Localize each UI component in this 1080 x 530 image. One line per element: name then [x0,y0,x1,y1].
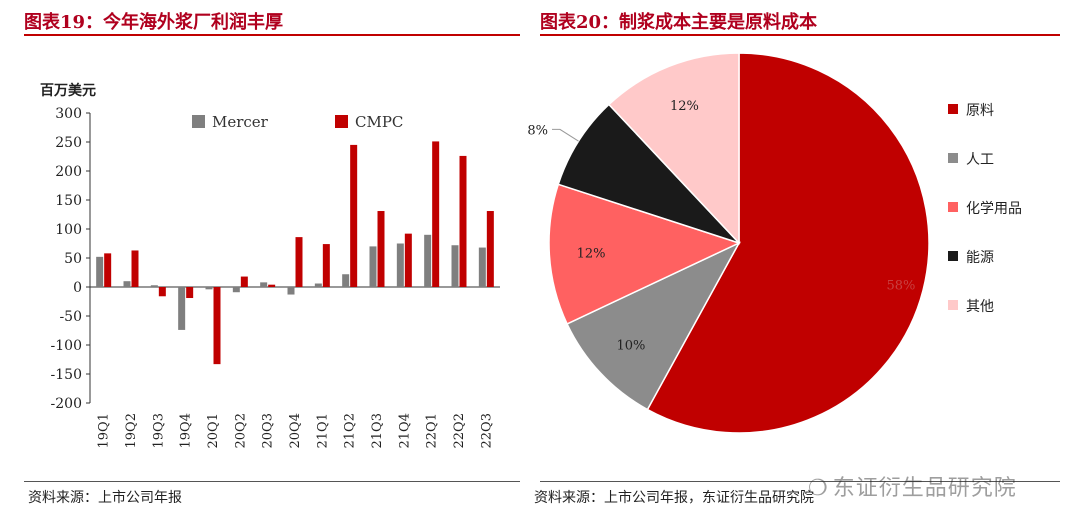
y-tick-label: 250 [55,135,82,151]
pie-legend-label: 人工 [966,152,994,168]
pie-data-label: 10% [617,338,646,353]
bar-cmpc-21Q4 [404,233,412,287]
y-tick-label: 200 [55,164,82,180]
x-tick-label: 20Q1 [206,413,221,448]
right-title-rule [540,34,1060,36]
pie-slice-1 [566,241,741,411]
pie-data-label: 8% [527,123,548,138]
bar-mercer-19Q1 [96,256,104,287]
bar-cmpc-21Q3 [377,211,385,287]
left-footer-rule [24,481,520,482]
pie-data-label: 12% [577,246,606,261]
pie-legend-swatch [948,251,958,261]
y-tick-label: 50 [64,251,82,267]
pie-data-label: 12% [670,99,699,114]
bar-mercer-21Q3 [369,246,377,287]
legend-label-mercer: Mercer [212,113,269,131]
x-tick-label: 22Q1 [425,413,440,448]
left-chart-title: 图表19：今年海外浆厂利润丰厚 [24,12,284,33]
bar-cmpc-22Q3 [486,211,494,287]
bar-mercer-21Q1 [314,283,322,287]
wechat-icon: ❍ [808,476,829,501]
legend-swatch-mercer [192,115,205,128]
bar-cmpc-19Q1 [104,253,112,287]
bar-mercer-20Q3 [260,282,268,287]
pie-data-label: 58% [886,279,915,294]
left-source-note: 资料来源：上市公司年报 [28,490,182,506]
x-tick-label: 19Q3 [151,413,166,448]
x-tick-label: 19Q2 [124,413,139,448]
x-tick-label: 20Q2 [233,413,248,448]
watermark-text: 东证衍生品研究院 [832,476,1017,501]
y-tick-label: -100 [51,338,82,354]
y-tick-label: 0 [73,280,82,296]
bar-cmpc-21Q1 [322,244,330,287]
bar-mercer-22Q1 [424,234,432,287]
bar-chart: 百万美元 -200 -150 -100 -50 0 50 100 150 200 250 300 19Q… [40,82,500,448]
bar-mercer-20Q2 [232,287,240,293]
pie-legend-label: 能源 [966,250,994,266]
right-source-note: 资料来源：上市公司年报，东证衍生品研究院 [534,490,814,506]
pie-legend-label: 其他 [966,299,994,315]
bar-mercer-22Q2 [451,245,459,287]
y-tick-label: -150 [51,367,82,383]
y-tick-label: 300 [55,106,82,122]
bar-cmpc-22Q1 [432,141,440,287]
bar-cmpc-20Q4 [295,237,303,287]
y-tick-label: 100 [55,222,82,238]
x-tick-label: 21Q1 [315,413,330,448]
x-tick-label: 21Q4 [397,413,412,448]
right-footer-rule [540,481,1060,482]
legend-label-cmpc: CMPC [355,113,403,131]
bar-mercer-21Q2 [342,274,350,287]
left-title-rule [24,34,520,36]
watermark: ❍ 东证衍生品研究院 [808,470,1017,502]
pie-legend-swatch [948,300,958,310]
legend-swatch-cmpc [335,115,348,128]
bar-cmpc-19Q3 [158,287,166,297]
bar-cmpc-20Q1 [213,287,221,365]
pie-legend-label: 化学用品 [966,201,1022,217]
bar-mercer-19Q4 [178,287,186,330]
bar-cmpc-19Q4 [186,287,194,299]
x-tick-label: 19Q1 [97,413,112,448]
x-tick-label: 21Q3 [370,413,385,448]
bar-cmpc-20Q2 [240,276,248,287]
bar-mercer-19Q2 [123,281,131,287]
pie-legend-swatch [948,153,958,163]
bar-cmpc-22Q2 [459,155,467,287]
bar-mercer-20Q1 [205,287,213,290]
pie-slice-4 [607,52,740,245]
x-tick-label: 22Q3 [479,413,494,448]
bar-cmpc-20Q3 [268,284,276,287]
y-tick-label: 150 [55,193,82,209]
pie-legend-swatch [948,202,958,212]
bar-mercer-20Q4 [287,287,295,295]
x-tick-label: 21Q2 [343,413,358,448]
x-tick-label: 22Q2 [452,413,467,448]
pie-slice-0 [646,52,930,434]
pie-slice-3 [557,103,740,244]
bar-cmpc-19Q2 [131,250,139,287]
bar-mercer-22Q3 [478,247,486,287]
pie-leader-line [552,128,579,142]
x-tick-label: 19Q4 [179,413,194,448]
bar-mercer-19Q3 [150,285,158,287]
right-chart-title: 图表20：制浆成本主要是原料成本 [540,12,818,33]
y-tick-label: -50 [59,309,82,325]
bar-mercer-21Q4 [396,243,404,287]
pie-legend-swatch [948,104,958,114]
pie-legend-label: 原料 [966,103,994,119]
x-tick-label: 20Q3 [261,413,276,448]
pie-slice-2 [548,183,742,325]
x-tick-label: 20Q4 [288,413,303,448]
bar-cmpc-21Q2 [350,144,358,287]
y-axis-label: 百万美元 [40,82,96,99]
y-tick-label: -200 [51,396,82,412]
